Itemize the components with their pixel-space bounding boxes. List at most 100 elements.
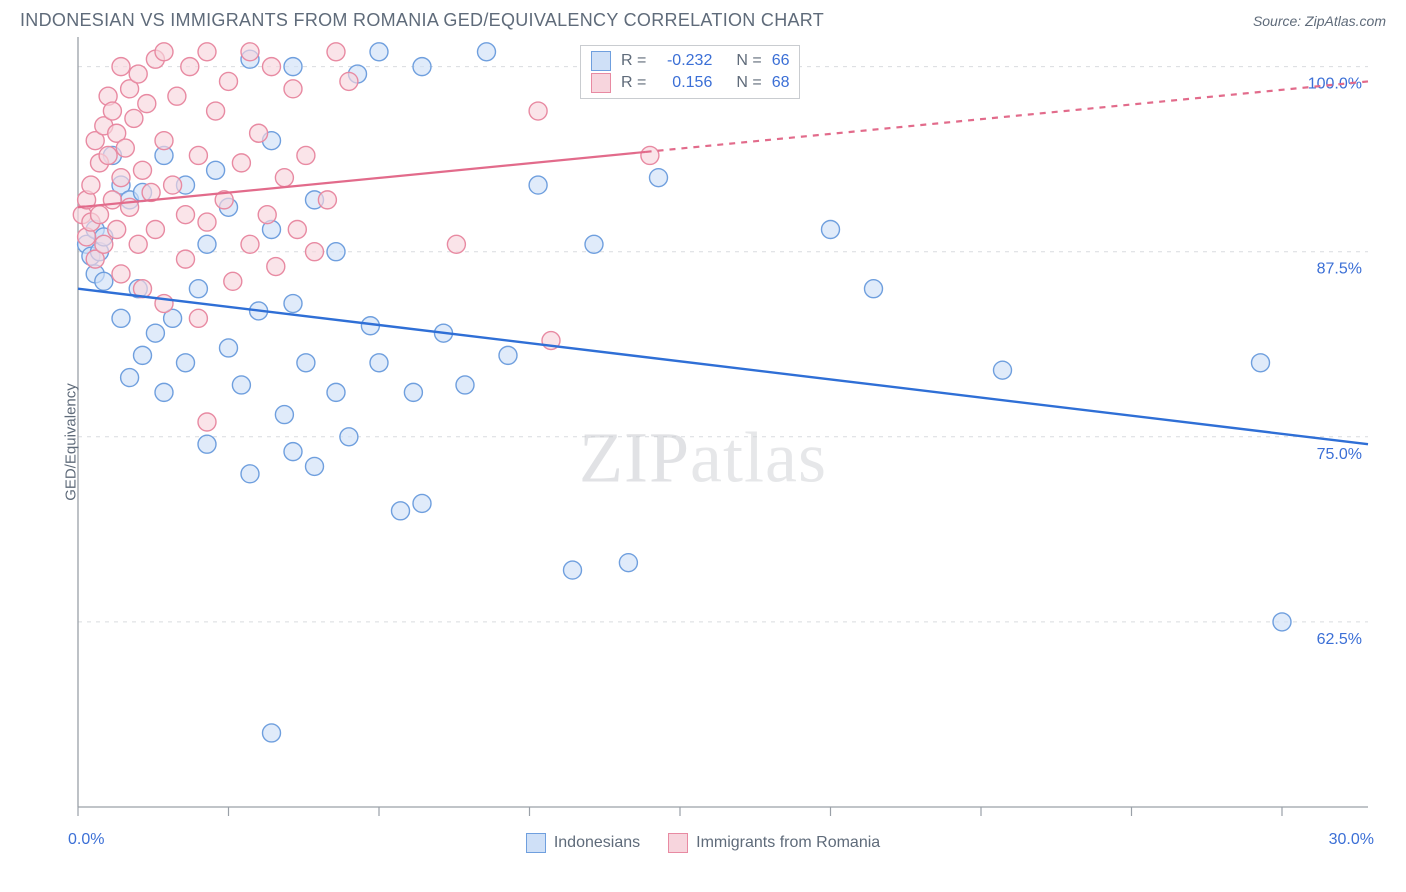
data-point <box>99 146 117 164</box>
data-point <box>263 58 281 76</box>
data-point <box>121 369 139 387</box>
data-point <box>529 102 547 120</box>
data-point <box>189 280 207 298</box>
data-point <box>146 324 164 342</box>
data-point <box>198 413 216 431</box>
data-point <box>585 235 603 253</box>
data-point <box>340 72 358 90</box>
data-point <box>198 235 216 253</box>
corr-legend-row: R =0.156N =68 <box>591 72 789 94</box>
y-grid-label: 100.0% <box>1308 76 1362 93</box>
data-point <box>116 139 134 157</box>
data-point <box>146 221 164 239</box>
chart-header: INDONESIAN VS IMMIGRANTS FROM ROMANIA GE… <box>0 0 1406 37</box>
data-point <box>284 58 302 76</box>
corr-legend-row: R =-0.232N =66 <box>591 50 789 72</box>
data-point <box>207 102 225 120</box>
corr-r-value: -0.232 <box>656 50 712 72</box>
x-axis-min-label: 0.0% <box>68 831 104 849</box>
corr-n-value: 68 <box>772 72 790 94</box>
correlation-legend: R =-0.232N =66R =0.156N =68 <box>580 45 800 99</box>
data-point <box>297 354 315 372</box>
data-point <box>1252 354 1270 372</box>
data-point <box>112 58 130 76</box>
data-point <box>392 502 410 520</box>
data-point <box>224 272 242 290</box>
data-point <box>327 383 345 401</box>
data-point <box>112 169 130 187</box>
data-point <box>189 146 207 164</box>
data-point <box>112 265 130 283</box>
data-point <box>275 169 293 187</box>
data-point <box>275 406 293 424</box>
data-point <box>250 124 268 142</box>
legend-swatch <box>591 51 611 71</box>
data-point <box>241 235 259 253</box>
corr-r-label: R = <box>621 50 646 72</box>
data-point <box>198 213 216 231</box>
data-point <box>258 206 276 224</box>
data-point <box>177 354 195 372</box>
data-point <box>168 87 186 105</box>
data-point <box>619 554 637 572</box>
corr-r-label: R = <box>621 72 646 94</box>
data-point <box>112 309 130 327</box>
y-axis-label: GED/Equivalency <box>62 383 79 501</box>
data-point <box>103 102 121 120</box>
corr-n-label: N = <box>736 50 761 72</box>
data-point <box>125 109 143 127</box>
data-point <box>306 243 324 261</box>
data-point <box>181 58 199 76</box>
legend-swatch <box>526 833 546 853</box>
data-point <box>155 43 173 61</box>
scatter-plot: 62.5%75.0%87.5%100.0% <box>20 37 1386 827</box>
legend-swatch <box>591 73 611 93</box>
data-point <box>91 206 109 224</box>
data-point <box>413 58 431 76</box>
x-axis-max-label: 30.0% <box>1329 831 1374 849</box>
data-point <box>129 235 147 253</box>
legend-label: Immigrants from Romania <box>696 834 880 852</box>
data-point <box>177 206 195 224</box>
data-point <box>241 43 259 61</box>
data-point <box>297 146 315 164</box>
data-point <box>134 161 152 179</box>
data-point <box>220 339 238 357</box>
data-point <box>232 154 250 172</box>
data-point <box>306 457 324 475</box>
data-point <box>994 361 1012 379</box>
data-point <box>232 376 250 394</box>
data-point <box>288 221 306 239</box>
data-point <box>529 176 547 194</box>
legend-item: Indonesians <box>526 833 640 853</box>
data-point <box>1273 613 1291 631</box>
data-point <box>241 465 259 483</box>
data-point <box>478 43 496 61</box>
data-point <box>108 221 126 239</box>
data-point <box>327 43 345 61</box>
data-point <box>499 346 517 364</box>
data-point <box>134 346 152 364</box>
data-point <box>198 43 216 61</box>
data-point <box>95 235 113 253</box>
legend-swatch <box>668 833 688 853</box>
data-point <box>284 80 302 98</box>
data-point <box>327 243 345 261</box>
y-grid-label: 75.0% <box>1317 446 1362 463</box>
data-point <box>650 169 668 187</box>
data-point <box>82 176 100 194</box>
data-point <box>164 176 182 194</box>
corr-r-value: 0.156 <box>656 72 712 94</box>
data-point <box>370 354 388 372</box>
data-point <box>370 43 388 61</box>
data-point <box>129 65 147 83</box>
legend-item: Immigrants from Romania <box>668 833 880 853</box>
data-point <box>103 191 121 209</box>
data-point <box>404 383 422 401</box>
data-point <box>284 443 302 461</box>
data-point <box>413 494 431 512</box>
data-point <box>865 280 883 298</box>
source-attribution: Source: ZipAtlas.com <box>1253 13 1386 29</box>
y-grid-label: 87.5% <box>1317 261 1362 278</box>
data-point <box>340 428 358 446</box>
